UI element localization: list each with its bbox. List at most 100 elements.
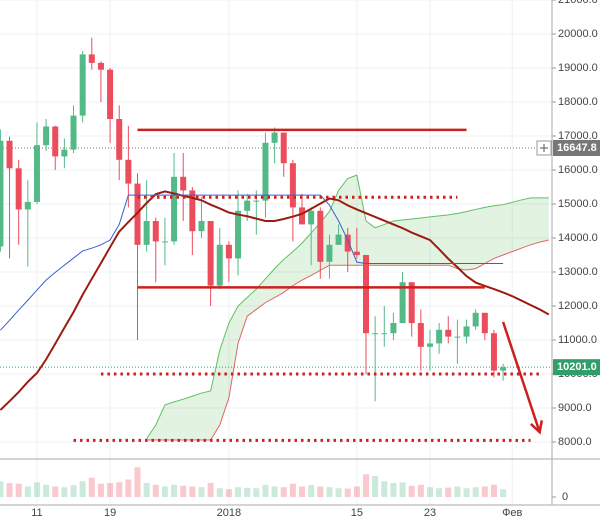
volume-bar (390, 483, 397, 497)
volume-bar (198, 487, 205, 497)
y-tick-label: 20000.0 (558, 28, 598, 40)
candle-body (308, 210, 315, 225)
y-tick-label: 19000.0 (558, 62, 598, 74)
volume-bar (116, 482, 123, 497)
volume-bar (152, 484, 159, 497)
volume-bar (271, 486, 278, 497)
candle-body (216, 244, 223, 286)
candle-body (180, 176, 187, 191)
volume-bar (280, 487, 287, 497)
candle-body (0, 140, 4, 247)
volume-bar (353, 486, 360, 497)
candle-body (353, 251, 360, 256)
candle-body (426, 343, 433, 347)
volume-bar (289, 483, 296, 497)
y-tick-label: 16000.0 (558, 164, 598, 176)
span-a-line (146, 174, 549, 439)
volume-bar (216, 488, 223, 497)
candle-body (88, 54, 95, 63)
candle-body (198, 221, 205, 232)
volume-bar (463, 488, 470, 497)
price-label: 10201.0 (557, 361, 597, 373)
volume-bar (79, 481, 86, 497)
y-tick-label: 11000.0 (558, 334, 597, 346)
candle-body (107, 69, 114, 120)
volume-bar (180, 485, 187, 497)
x-tick-label: 15 (351, 507, 363, 519)
volume-bar (399, 482, 406, 497)
candle-body (6, 140, 13, 169)
y-tick-label: 8000.0 (558, 436, 592, 448)
volume-bar (372, 476, 379, 497)
volume-bar (171, 484, 178, 497)
volume-bar (481, 486, 488, 497)
candle-body (445, 329, 452, 337)
price-label-box (553, 139, 600, 156)
candle-body (299, 207, 306, 225)
candle-body (43, 126, 50, 146)
candle-body (189, 190, 196, 232)
indicator-line (0, 190, 550, 411)
candle-body (490, 333, 497, 371)
candle-body (116, 119, 123, 160)
volume-bar (308, 485, 315, 497)
volume-bar (15, 483, 22, 497)
candle-body (363, 255, 369, 334)
volume-bar (326, 487, 333, 497)
candle-body (70, 115, 77, 150)
candle-body (381, 333, 388, 335)
x-tick-label: Фев (502, 507, 522, 519)
volume-bar (454, 486, 461, 497)
volume-bar (417, 484, 424, 497)
candle-body (289, 163, 296, 208)
add-icon (540, 143, 548, 152)
arrow (501, 321, 541, 433)
volume-bar (125, 479, 132, 497)
volume-bar (317, 486, 324, 497)
volume-bar (52, 486, 59, 497)
volume-bar (43, 484, 50, 497)
cloud (146, 175, 549, 440)
plot-area (0, 0, 552, 458)
volume-bar (107, 483, 114, 497)
x-tick-label: 19 (104, 507, 116, 519)
arrow-head (530, 420, 544, 435)
y-tick-label: 9000.0 (558, 402, 592, 414)
candle-body (500, 367, 507, 371)
candle-body (244, 200, 251, 211)
volume-bar (472, 487, 479, 497)
volume-bar (445, 487, 452, 497)
candle-body (15, 168, 22, 210)
candle-body (79, 54, 86, 116)
price-label-box (553, 359, 600, 376)
candle-body (390, 323, 397, 334)
candle-body (61, 149, 68, 157)
candle-body (417, 323, 424, 347)
volume-bar (344, 488, 351, 497)
volume-bar (70, 485, 77, 497)
volume-bar (0, 481, 4, 497)
volume-bar (363, 474, 369, 497)
volume-bar (143, 483, 150, 497)
indicator-line (0, 194, 504, 331)
volume-bar (97, 483, 104, 497)
volume-bar (33, 482, 40, 497)
candle-body (253, 200, 260, 202)
candle-body (454, 336, 461, 338)
candle-body (463, 326, 470, 337)
candle-body (271, 132, 278, 143)
candle-body (143, 221, 150, 245)
candle-body (33, 145, 40, 202)
volume-bar (134, 467, 141, 497)
candle-body (481, 312, 488, 334)
volume-bar (436, 488, 443, 497)
candle-body (436, 329, 443, 344)
x-tick-label: 2018 (217, 507, 241, 519)
y-tick-label: 14000.0 (558, 232, 598, 244)
y-tick-label: 17000.0 (558, 130, 598, 142)
volume-bar (24, 486, 31, 497)
volume-bar (61, 487, 68, 497)
candle-body (280, 132, 287, 164)
candle-body (235, 210, 242, 259)
volume-bar (335, 488, 342, 497)
